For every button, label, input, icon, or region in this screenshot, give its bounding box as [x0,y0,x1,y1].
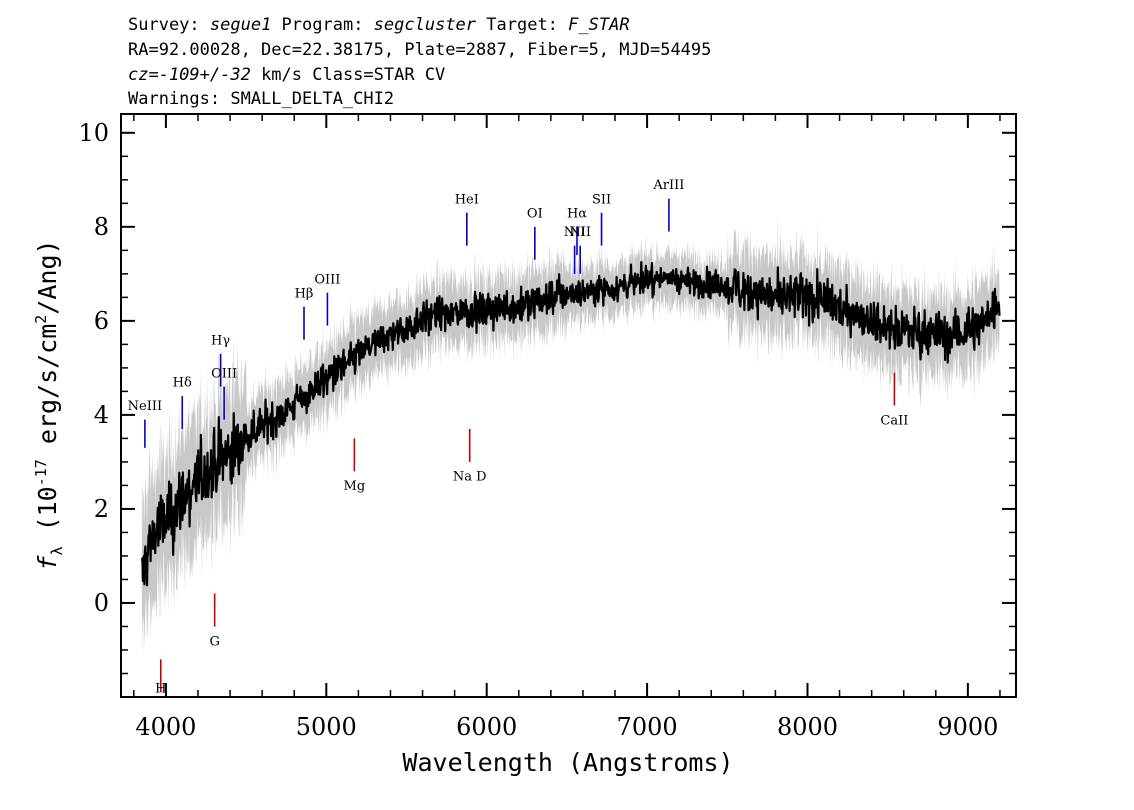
ticks-layer: 4000 5000 6000 7000 8000 9000 0 2 4 6 8 10 [78,114,1016,741]
emission-line-label: ArIII [652,178,684,193]
absorption-line-label: Na D [453,470,487,485]
y-axis-title: fλ (10-17 erg/s/cm2/Ang) [32,239,66,570]
y-tick-label: 4 [94,401,109,429]
program-value: segcluster [374,15,477,35]
emission-line-label: OIII [314,272,340,287]
y-tick-label: 0 [94,589,109,617]
survey-value: segue1 [210,15,271,35]
emission-line-label: Hα [567,206,587,221]
x-tick-label: 8000 [777,713,838,741]
absorption-line-label: H [155,681,166,696]
x-tick-label: 4000 [135,713,196,741]
target-value: F_STAR [568,15,629,35]
x-tick-label: 9000 [937,713,998,741]
error-band [141,217,1000,657]
x-axis-title: Wavelength (Angstroms) [402,748,733,777]
emission-line-label: SII [592,192,611,207]
x-tick-label: 6000 [456,713,517,741]
emission-line-label: OI [527,206,543,221]
x-tick-label: 7000 [617,713,678,741]
emission-line-label: Hδ [173,376,192,391]
flux-series-line [140,261,1001,587]
header-line-3: cz=-109+/-32 km/s Class=STAR CV [128,65,445,85]
y-tick-label: 10 [78,119,109,147]
y-tick-label: 8 [94,213,109,241]
absorption-line-label: Mg [344,479,366,494]
emission-line-label: Hγ [211,333,230,348]
cz-value: cz=-109+/-32 [128,65,251,85]
emission-line-label: HeI [455,192,479,207]
spectral-lines-layer: NeIIIHδHγOIIIHβOIIIHeIOINIIHαNIISIIArIII… [128,178,909,696]
emission-line-label: NII [564,225,586,240]
emission-line-label: Hβ [295,286,314,301]
y-tick-label: 6 [94,307,109,335]
emission-line-label: NII [569,225,591,240]
header-line-1: Survey: segue1 Program: segcluster Targe… [128,15,630,35]
header-line-2: RA=92.00028, Dec=22.38175, Plate=2887, F… [128,40,711,60]
absorption-line-label: CaII [880,413,908,428]
emission-line-label: NeIII [128,399,162,414]
absorption-line-label: G [209,634,219,649]
emission-line-label: OIII [211,366,237,381]
x-tick-label: 5000 [296,713,357,741]
plot-frame [120,113,1017,698]
header-line-4: Warnings: SMALL_DELTA_CHI2 [128,89,394,109]
spectrum-layer [140,217,1001,657]
y-tick-label: 2 [94,495,109,523]
